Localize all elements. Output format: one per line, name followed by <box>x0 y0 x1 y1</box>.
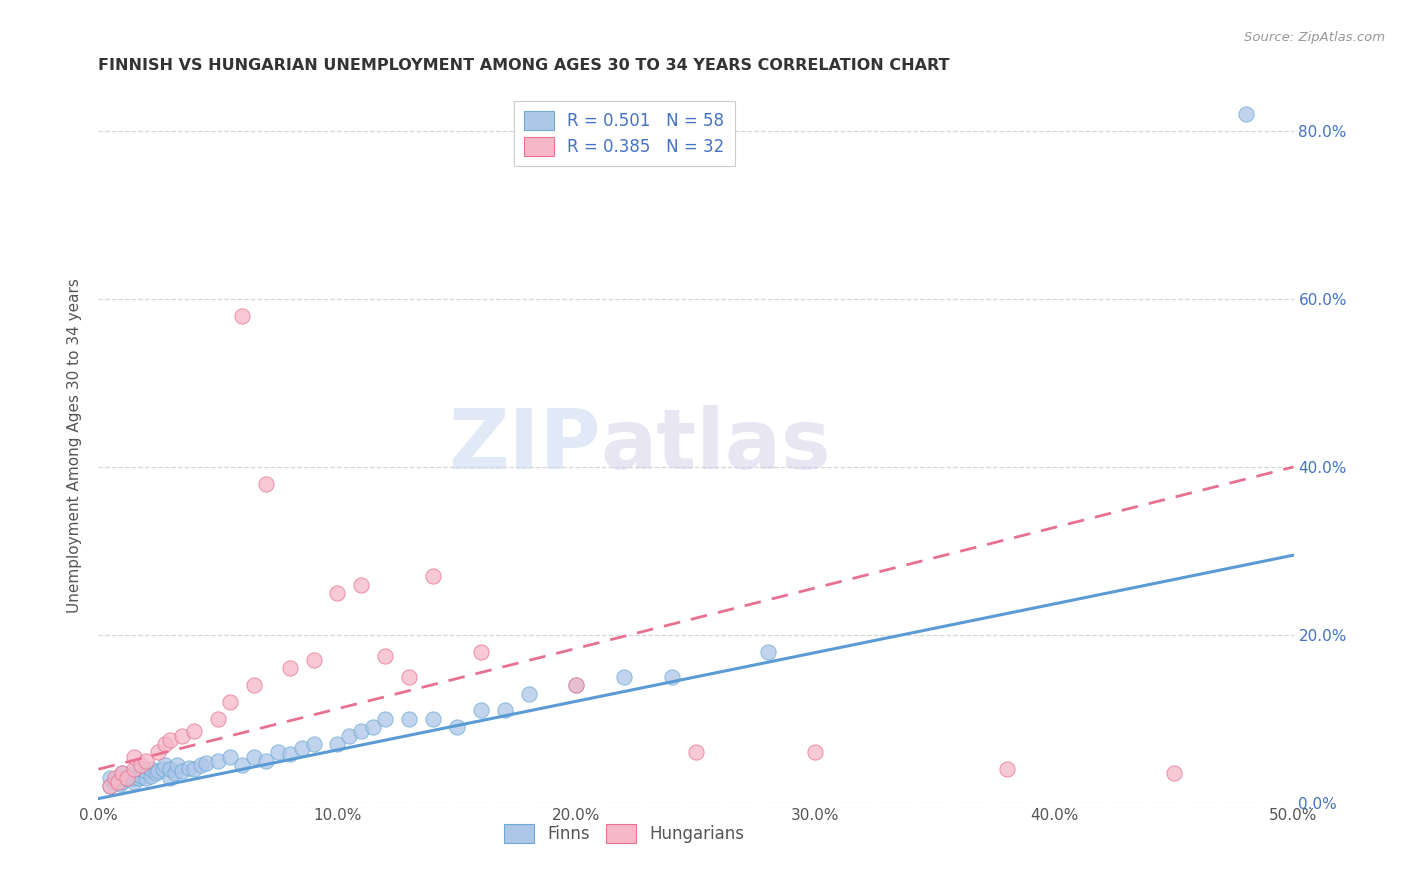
Point <box>98 779 122 793</box>
Point <box>494 703 516 717</box>
Point <box>243 749 266 764</box>
Point <box>155 737 177 751</box>
Point <box>159 762 181 776</box>
Point <box>124 749 146 764</box>
Point <box>422 712 444 726</box>
Point <box>661 670 683 684</box>
Point <box>131 758 153 772</box>
Point <box>104 774 127 789</box>
Point <box>163 766 186 780</box>
Point <box>152 762 174 776</box>
Point <box>278 747 301 761</box>
Point <box>398 670 420 684</box>
Point <box>231 758 253 772</box>
Point <box>124 774 146 789</box>
Point <box>111 766 134 780</box>
Point <box>131 769 153 783</box>
Point <box>145 766 167 780</box>
Point <box>190 758 212 772</box>
Point <box>350 577 373 591</box>
Point <box>254 754 277 768</box>
Point <box>995 762 1018 776</box>
Point <box>111 774 134 789</box>
Text: atlas: atlas <box>600 406 831 486</box>
Point <box>159 771 181 785</box>
Point <box>98 779 122 793</box>
Point <box>756 645 779 659</box>
Point <box>350 724 373 739</box>
Point <box>302 737 325 751</box>
Point <box>1163 766 1185 780</box>
Point <box>470 645 492 659</box>
Point <box>108 777 131 791</box>
Point <box>517 687 540 701</box>
Point <box>135 771 157 785</box>
Point <box>124 762 146 776</box>
Point <box>195 756 218 770</box>
Point <box>115 772 138 787</box>
Point <box>135 754 157 768</box>
Point <box>291 741 314 756</box>
Point <box>613 670 636 684</box>
Point <box>115 771 138 785</box>
Point <box>128 771 150 785</box>
Point <box>278 661 301 675</box>
Y-axis label: Unemployment Among Ages 30 to 34 years: Unemployment Among Ages 30 to 34 years <box>67 278 83 614</box>
Point <box>219 695 242 709</box>
Point <box>207 712 229 726</box>
Text: ZIP: ZIP <box>449 406 600 486</box>
Point <box>302 653 325 667</box>
Point <box>148 746 170 760</box>
Point <box>326 586 349 600</box>
Point <box>243 678 266 692</box>
Point <box>565 678 588 692</box>
Point <box>254 476 277 491</box>
Point <box>565 678 588 692</box>
Point <box>111 771 134 785</box>
Point <box>446 720 468 734</box>
Point <box>155 758 177 772</box>
Point <box>159 732 181 747</box>
Point <box>267 746 290 760</box>
Point <box>104 771 127 785</box>
Point <box>685 746 707 760</box>
Point <box>219 749 242 764</box>
Point <box>339 729 361 743</box>
Point <box>363 720 385 734</box>
Point <box>398 712 420 726</box>
Point <box>111 766 134 780</box>
Point <box>374 712 396 726</box>
Point <box>374 648 396 663</box>
Point <box>124 771 146 785</box>
Point <box>166 758 188 772</box>
Point <box>172 764 194 778</box>
Text: Source: ZipAtlas.com: Source: ZipAtlas.com <box>1244 31 1385 45</box>
Point <box>422 569 444 583</box>
Point <box>107 772 129 787</box>
Point <box>179 760 201 774</box>
Point <box>98 771 122 785</box>
Point <box>148 764 170 778</box>
Point <box>131 762 153 776</box>
Point <box>1234 107 1257 121</box>
Point <box>139 769 162 783</box>
Point <box>118 769 141 783</box>
Point <box>183 724 205 739</box>
Legend: Finns, Hungarians: Finns, Hungarians <box>495 815 754 852</box>
Point <box>470 703 492 717</box>
Point <box>172 729 194 743</box>
Point <box>183 762 205 776</box>
Point <box>326 737 349 751</box>
Point <box>207 754 229 768</box>
Point <box>124 766 146 780</box>
Text: FINNISH VS HUNGARIAN UNEMPLOYMENT AMONG AGES 30 TO 34 YEARS CORRELATION CHART: FINNISH VS HUNGARIAN UNEMPLOYMENT AMONG … <box>98 58 950 73</box>
Point <box>231 309 253 323</box>
Point <box>135 764 157 778</box>
Point <box>139 762 162 776</box>
Point <box>107 774 129 789</box>
Point <box>804 746 827 760</box>
